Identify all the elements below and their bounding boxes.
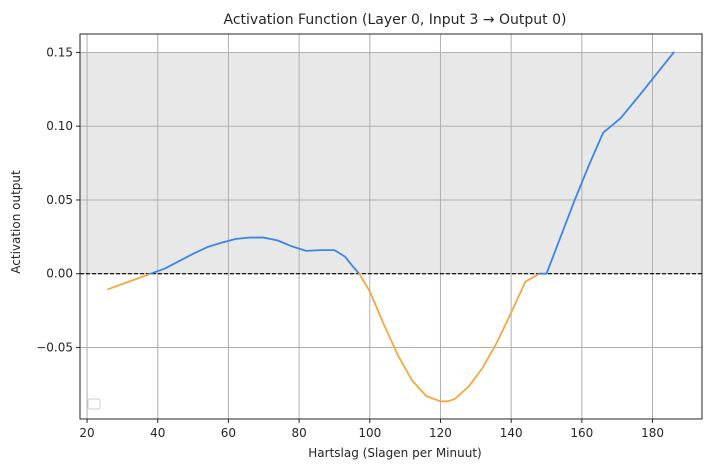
shaded-band [80, 52, 702, 274]
y-tick-label: −0.05 [36, 340, 73, 354]
y-tick-label: 0.00 [46, 267, 73, 281]
x-tick-label: 140 [500, 426, 523, 440]
x-tick-label: 80 [291, 426, 306, 440]
y-axis-label: Activation output [9, 170, 23, 274]
y-axis-ticks: −0.05 0.00 0.05 0.10 0.15 [36, 45, 80, 354]
x-tick-label: 160 [570, 426, 593, 440]
x-tick-label: 120 [429, 426, 452, 440]
negative-segment-line [107, 272, 152, 291]
x-tick-label: 40 [150, 426, 165, 440]
y-tick-label: 0.15 [46, 45, 73, 59]
x-tick-label: 60 [221, 426, 236, 440]
negative-segment-line [358, 272, 541, 403]
x-tick-label: 180 [641, 426, 664, 440]
plot-area [79, 33, 703, 420]
x-tick-label: 20 [79, 426, 94, 440]
x-tick-label: 100 [358, 426, 381, 440]
chart-title: Activation Function (Layer 0, Input 3 → … [224, 12, 567, 28]
plot-frame [79, 33, 703, 420]
activation-series [107, 51, 675, 403]
y-tick-label: 0.05 [46, 193, 73, 207]
y-tick-label: 0.10 [46, 119, 73, 133]
positive-segment-line [538, 51, 675, 275]
x-axis-label: Hartslag (Slagen per Minuut) [308, 446, 481, 460]
positive-segment-line [149, 236, 361, 275]
legend-box [87, 398, 101, 410]
x-axis-ticks: 20 40 60 80 100 120 140 160 180 [79, 419, 664, 440]
